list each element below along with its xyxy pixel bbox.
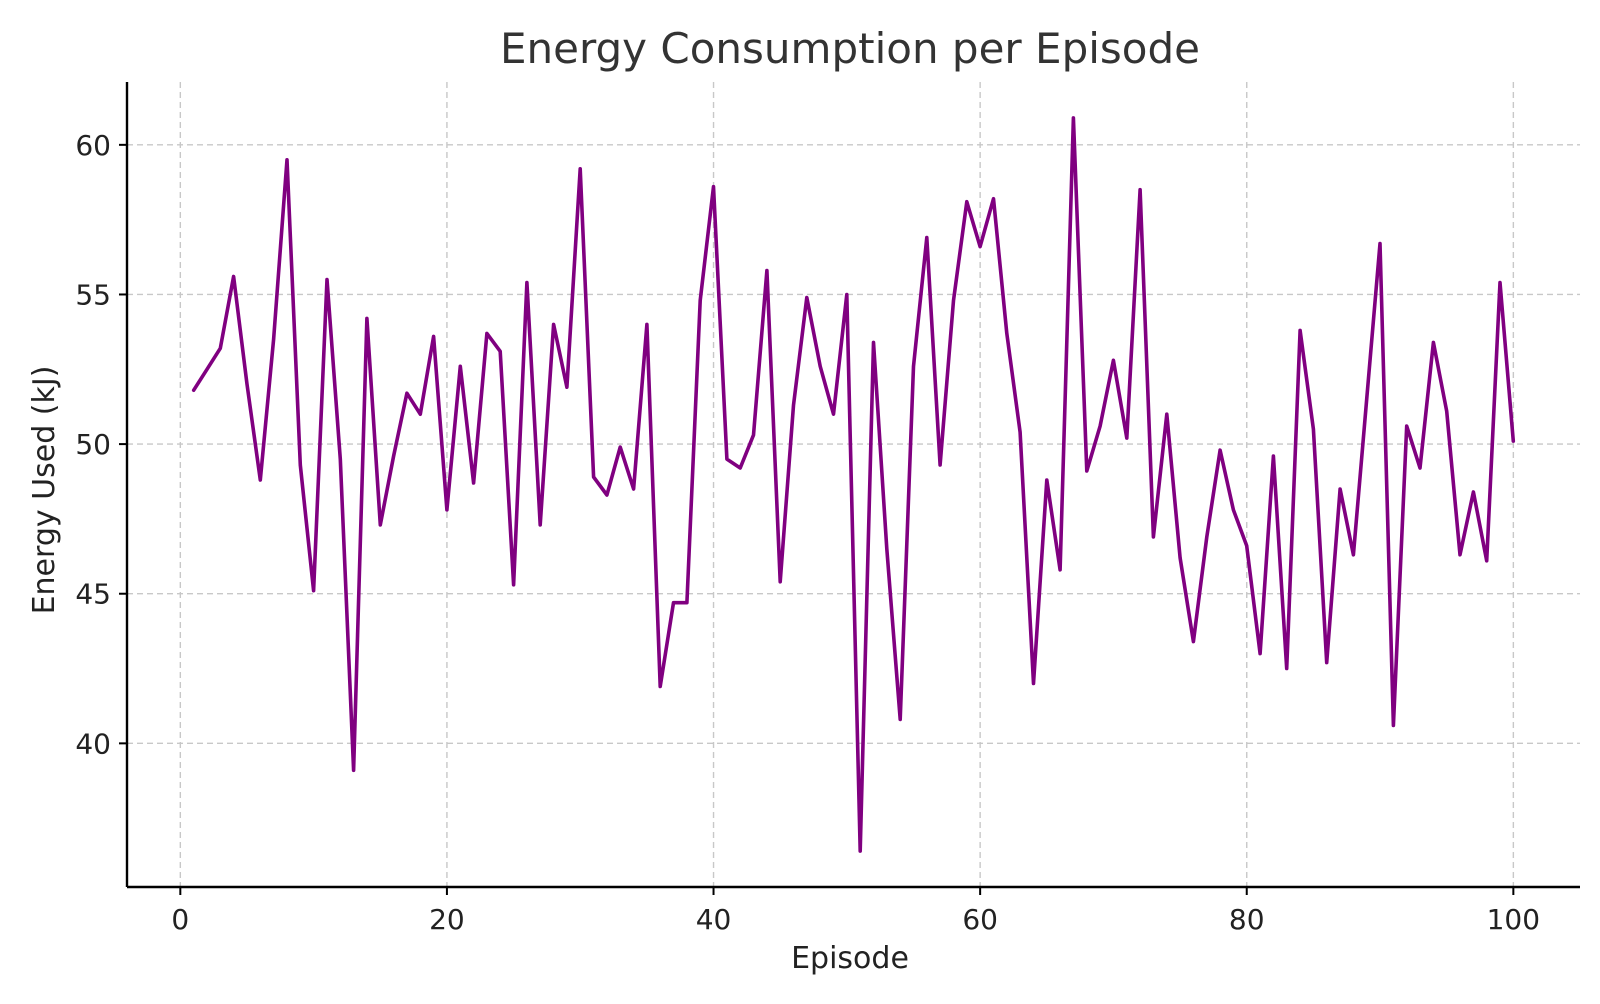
- x-tick-label: 100: [1487, 903, 1540, 936]
- x-tick-label: 40: [696, 903, 732, 936]
- x-tick-label: 20: [429, 903, 465, 936]
- x-tick-label: 60: [962, 903, 998, 936]
- y-tick-label: 50: [75, 428, 111, 461]
- y-axis-label: Energy Used (kJ): [27, 366, 62, 615]
- ticks-layer: 0 20 40 60 80 100 40 45 50 55 60: [75, 129, 1540, 936]
- grid-layer: [127, 82, 1580, 887]
- series-layer: [191, 116, 1516, 853]
- y-tick-label: 60: [75, 129, 111, 162]
- y-tick-label: 40: [75, 727, 111, 760]
- axes-layer: [125, 82, 1580, 889]
- y-tick-label: 55: [75, 278, 111, 311]
- x-tick-label: 80: [1229, 903, 1265, 936]
- series-line: [191, 116, 1516, 853]
- chart-title: Energy Consumption per Episode: [500, 24, 1200, 73]
- y-tick-label: 45: [75, 578, 111, 611]
- x-axis-label: Episode: [791, 941, 909, 976]
- x-tick-label: 0: [171, 903, 189, 936]
